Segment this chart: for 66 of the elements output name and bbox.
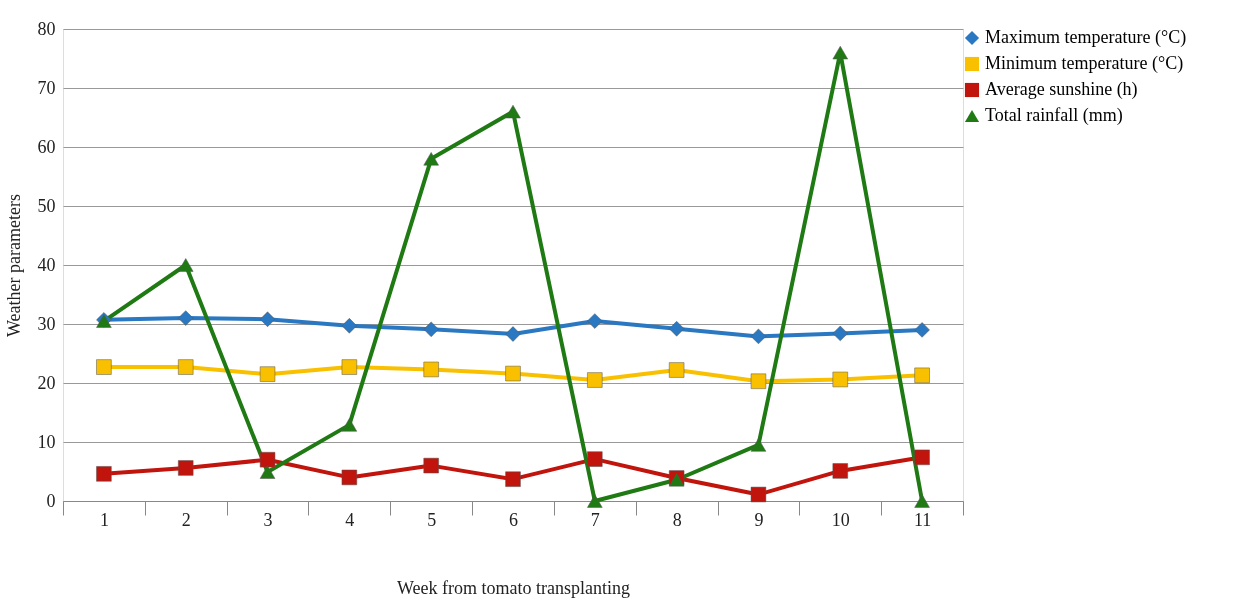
point: [423, 457, 439, 474]
x-tick-label: 6: [509, 509, 518, 530]
x-tick-label: 8: [672, 509, 682, 530]
point: [832, 325, 848, 342]
point: [668, 321, 685, 337]
y-tick-label: 20: [37, 372, 56, 393]
x-tick-label: 9: [754, 509, 764, 530]
point: [259, 465, 276, 479]
point: [832, 463, 848, 479]
y-tick-label: 80: [37, 18, 56, 39]
point: [178, 359, 194, 375]
point: [587, 372, 603, 388]
x-tick-label: 4: [345, 509, 355, 530]
point: [750, 328, 767, 345]
y-tick-label: 40: [37, 254, 56, 275]
x-tick-label: 2: [181, 509, 191, 530]
x-axis-title: Week from tomato transplanting: [397, 577, 630, 598]
point: [341, 418, 358, 432]
point: [914, 367, 930, 383]
y-tick-label: 50: [37, 195, 56, 216]
legend-label: Maximum temperature (°C): [985, 27, 1187, 48]
point: [178, 310, 194, 326]
y-tick-label: 60: [37, 136, 56, 157]
point: [178, 258, 194, 272]
y-axis-title: Weather parameters: [3, 194, 24, 337]
point: [259, 452, 276, 468]
point: [832, 371, 848, 388]
y-tick-label: 0: [46, 490, 56, 511]
point: [96, 359, 112, 375]
legend-label: Minimum temperature (°C): [985, 53, 1184, 74]
point: [341, 469, 358, 486]
point: [259, 311, 276, 327]
point: [750, 486, 767, 503]
legend-label: Average sunshine (h): [985, 79, 1138, 100]
point: [341, 359, 358, 375]
point: [914, 494, 930, 508]
point: [587, 313, 603, 329]
y-tick-label: 10: [37, 431, 56, 452]
point: [587, 494, 603, 508]
point: [832, 45, 848, 60]
x-tick-label: 11: [913, 509, 932, 530]
point: [423, 321, 439, 337]
point: [914, 322, 930, 338]
x-tick-label: 1: [99, 509, 109, 530]
point: [341, 318, 358, 334]
point: [587, 451, 603, 467]
point: [750, 373, 767, 389]
x-tick-label: 5: [427, 509, 437, 530]
point: [423, 152, 439, 166]
point: [178, 460, 194, 476]
point: [750, 438, 767, 452]
point: [505, 104, 521, 119]
point: [668, 362, 685, 378]
point: [259, 366, 276, 382]
point: [96, 466, 112, 482]
point: [505, 365, 521, 382]
legend-label: Total rainfall (mm): [985, 105, 1123, 126]
x-tick-label: 10: [831, 509, 850, 530]
point: [505, 326, 521, 342]
y-tick-label: 30: [37, 313, 56, 334]
x-tick-label: 3: [263, 509, 273, 530]
x-tick-label: 7: [590, 509, 600, 530]
point: [423, 361, 439, 378]
y-tick-label: 70: [37, 77, 56, 98]
point: [914, 449, 930, 466]
point: [505, 471, 521, 487]
